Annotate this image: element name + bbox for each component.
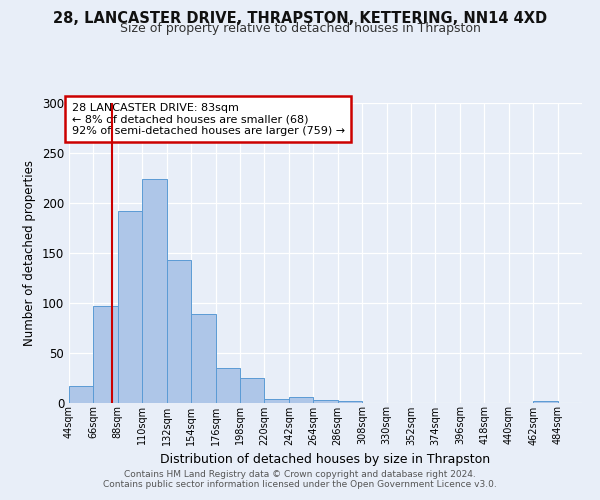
Text: Contains public sector information licensed under the Open Government Licence v3: Contains public sector information licen… [103, 480, 497, 489]
Bar [240, 378, 265, 402]
Bar [533, 400, 557, 402]
Bar [191, 314, 215, 402]
Bar [167, 260, 191, 402]
Text: Contains HM Land Registry data © Crown copyright and database right 2024.: Contains HM Land Registry data © Crown c… [124, 470, 476, 479]
Text: 28 LANCASTER DRIVE: 83sqm
← 8% of detached houses are smaller (68)
92% of semi-d: 28 LANCASTER DRIVE: 83sqm ← 8% of detach… [71, 102, 344, 136]
Bar [289, 396, 313, 402]
Bar [69, 386, 94, 402]
Bar [94, 306, 118, 402]
Bar [142, 178, 167, 402]
Bar [313, 400, 338, 402]
X-axis label: Distribution of detached houses by size in Thrapston: Distribution of detached houses by size … [160, 453, 491, 466]
Bar [265, 398, 289, 402]
Bar [338, 400, 362, 402]
Y-axis label: Number of detached properties: Number of detached properties [23, 160, 37, 346]
Text: 28, LANCASTER DRIVE, THRAPSTON, KETTERING, NN14 4XD: 28, LANCASTER DRIVE, THRAPSTON, KETTERIN… [53, 11, 547, 26]
Bar [215, 368, 240, 402]
Text: Size of property relative to detached houses in Thrapston: Size of property relative to detached ho… [119, 22, 481, 35]
Bar [118, 210, 142, 402]
